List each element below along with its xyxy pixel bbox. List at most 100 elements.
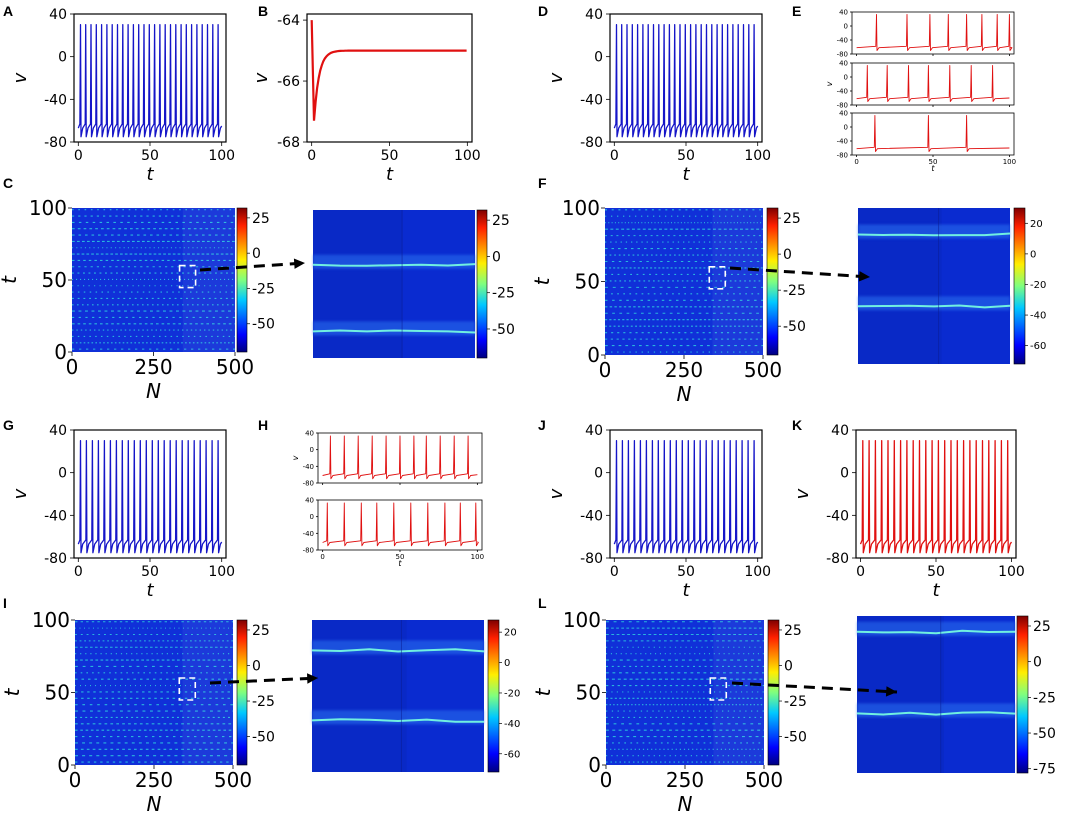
y-tick-label: 40 xyxy=(49,423,67,439)
voltage-trace xyxy=(856,13,1013,51)
y-tick-label: -80 xyxy=(580,135,603,151)
x-tick-label: 0 xyxy=(854,158,858,166)
y-tick-label: 40 xyxy=(585,423,603,439)
y-tick-label: -40 xyxy=(837,88,848,96)
y-tick-label: 100 xyxy=(563,608,601,632)
plot-frame xyxy=(73,429,227,559)
y-tick-label: 100 xyxy=(29,196,67,220)
colorbar-tick-label: -50 xyxy=(252,317,275,333)
x-tick-label: 0 xyxy=(856,564,865,580)
y-tick-label: -80 xyxy=(44,551,67,567)
zoom-arrow xyxy=(729,266,871,279)
y-axis-label: t xyxy=(0,687,24,696)
inset-colorbar: 20 0 -20 -40 -60 xyxy=(1013,207,1046,365)
x-tick-label: 0 xyxy=(69,768,82,792)
panel-letter-d: D xyxy=(538,3,548,19)
y-tick-label: 100 xyxy=(562,196,600,220)
zoom-inset xyxy=(856,616,1016,773)
y-tick-label: -80 xyxy=(44,135,67,151)
x-tick-label: 100 xyxy=(744,148,771,164)
x-axis-label: t xyxy=(682,580,690,601)
colorbar-tick-label: -50 xyxy=(492,322,515,338)
panel-letter-c: C xyxy=(3,175,13,191)
y-tick-label: 0 xyxy=(840,466,849,482)
x-tick-label: 100 xyxy=(454,148,481,164)
colorbar: 25 0 -25 -50 xyxy=(767,619,807,766)
y-axis-label: v xyxy=(10,488,31,499)
colorbar-tick-label: -50 xyxy=(784,729,807,745)
colorbar-gradient xyxy=(767,619,780,766)
y-axis-label: v xyxy=(546,488,567,499)
y-axis-label: v xyxy=(792,488,813,499)
panel-a: 0 50 100 40 0 -40 -80 t v xyxy=(10,7,235,185)
y-tick-label: 0 xyxy=(310,513,314,521)
x-tick-label: 50 xyxy=(929,158,938,166)
zoom-selection-box xyxy=(178,264,197,289)
panel-letter-f: F xyxy=(538,175,547,191)
y-tick-label: 50 xyxy=(45,681,70,705)
y-tick-label: 0 xyxy=(594,466,603,482)
colorbar-tick-label: -25 xyxy=(1033,690,1056,706)
x-tick-label: 250 xyxy=(666,768,704,792)
spike-halo xyxy=(313,321,475,336)
voltage-trace xyxy=(77,440,223,554)
voltage-trace xyxy=(310,20,467,121)
colorbar-tick-label: 25 xyxy=(1033,619,1051,635)
colorbar-gradient xyxy=(236,619,248,766)
panel-letter-g: G xyxy=(3,417,14,433)
voltage-trace xyxy=(613,24,759,138)
y-tick-label: -64 xyxy=(277,13,300,29)
heatmap-area xyxy=(605,208,763,355)
x-tick-label: 100 xyxy=(998,564,1025,580)
zoom-selection-box xyxy=(178,677,197,701)
x-axis-label: t xyxy=(932,580,940,601)
inset-region-left xyxy=(857,616,944,773)
y-tick-label: 40 xyxy=(49,7,67,23)
y-tick-label: -40 xyxy=(580,92,603,108)
x-axis-label: N xyxy=(678,792,693,815)
panel-letter-k: K xyxy=(792,417,802,433)
x-axis-label: t xyxy=(398,559,402,568)
spike-band xyxy=(312,263,476,267)
heatmap-area xyxy=(606,620,764,765)
plot-frame xyxy=(306,13,473,143)
x-tick-label: 100 xyxy=(471,553,484,561)
inset-colorbar: 20 0 -20 -40 -60 xyxy=(487,619,520,773)
x-tick-label: 0 xyxy=(610,148,619,164)
x-tick-label: 100 xyxy=(1003,158,1016,166)
zoom-arrow-head xyxy=(307,673,318,684)
zoom-selection-box xyxy=(709,677,728,701)
voltage-trace xyxy=(77,24,223,138)
zoom-arrow-head xyxy=(858,271,870,282)
spike-band xyxy=(856,629,1016,635)
colorbar-tick-label: -20 xyxy=(504,688,520,699)
colorbar-tick-label: 0 xyxy=(252,658,261,674)
colorbar-tick-label: 0 xyxy=(1030,249,1036,260)
colorbar-gradient xyxy=(487,619,500,773)
y-tick-label: 40 xyxy=(839,110,848,118)
inset-region-left xyxy=(313,210,403,358)
panel-letter-j: J xyxy=(538,417,546,433)
plot-frame xyxy=(855,429,1017,559)
panel-letter-l: L xyxy=(538,595,547,611)
colorbar-tick-label: 25 xyxy=(252,623,270,639)
colorbar-tick-label: -25 xyxy=(784,694,807,710)
x-tick-label: 0 xyxy=(599,358,612,382)
y-tick-label: 50 xyxy=(575,270,600,294)
region-shade xyxy=(713,620,764,765)
x-tick-label: 500 xyxy=(214,768,252,792)
colorbar-tick-label: 25 xyxy=(784,623,802,639)
colorbar-tick-label: -60 xyxy=(504,749,520,760)
y-tick-label: -40 xyxy=(303,463,314,471)
y-tick-label: 0 xyxy=(310,446,314,454)
panel-letter-b: B xyxy=(258,3,268,19)
panel-h-sub-1: 40 0 -40 -80 v xyxy=(291,430,483,488)
spike-band xyxy=(311,648,485,653)
colorbar-gradient xyxy=(766,207,779,356)
panel-j: 0 50 100 40 0 -40 -80 t v xyxy=(546,423,771,601)
y-axis-label: v xyxy=(251,72,272,83)
colorbar-tick-label: -50 xyxy=(1033,726,1056,742)
colorbar-tick-label: -25 xyxy=(252,281,275,297)
y-tick-label: -40 xyxy=(580,508,603,524)
colorbar-gradient xyxy=(476,209,488,359)
